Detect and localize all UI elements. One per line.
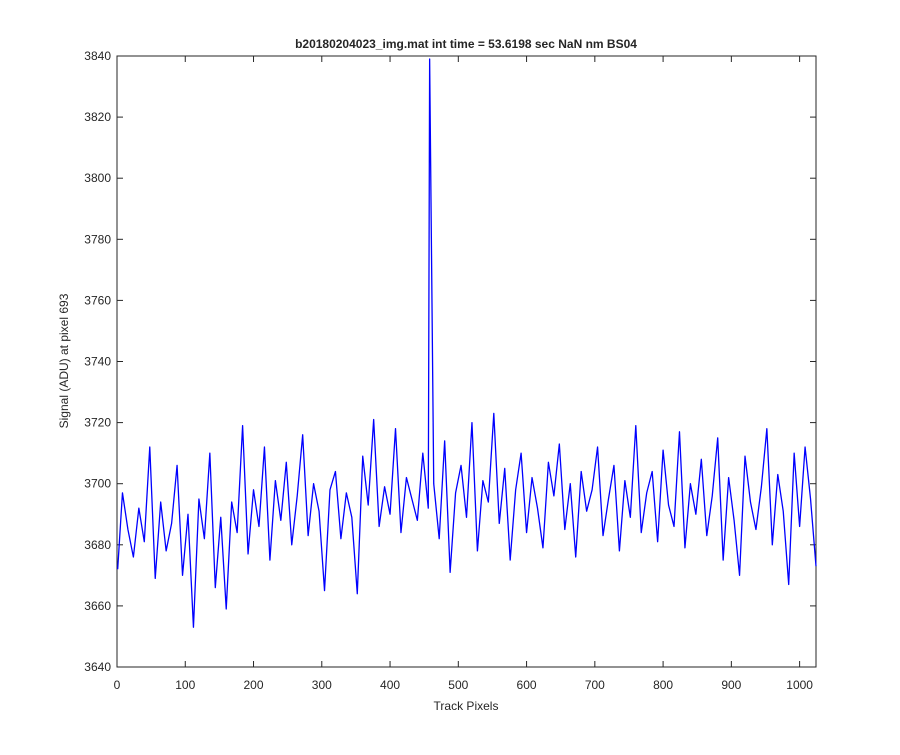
- y-tick-label: 3760: [84, 293, 111, 307]
- y-tick-label: 3680: [84, 538, 111, 552]
- x-tick-label: 400: [380, 678, 400, 692]
- y-tick-label: 3720: [84, 416, 111, 430]
- x-tick-label: 1000: [786, 678, 813, 692]
- axes-box: [116, 55, 817, 668]
- y-tick-label: 3780: [84, 232, 111, 246]
- x-tick-label: 700: [585, 678, 605, 692]
- x-tick-label: 100: [175, 678, 195, 692]
- y-tick-label: 3640: [84, 660, 111, 674]
- x-axis-label: Track Pixels: [434, 699, 499, 713]
- x-tick-label: 600: [517, 678, 537, 692]
- x-tick-label: 800: [653, 678, 673, 692]
- x-tick-label: 900: [721, 678, 741, 692]
- y-tick-label: 3660: [84, 599, 111, 613]
- chart-title: b20180204023_img.mat int time = 53.6198 …: [295, 37, 637, 51]
- x-tick-label: 0: [114, 678, 121, 692]
- x-tick-label: 200: [244, 678, 264, 692]
- y-tick-label: 3800: [84, 171, 111, 185]
- x-tick-label: 300: [312, 678, 332, 692]
- x-tick-label: 500: [448, 678, 468, 692]
- data-line: [117, 58, 817, 628]
- y-tick-label: 3840: [84, 49, 111, 63]
- y-tick-label: 3820: [84, 110, 111, 124]
- y-tick-label: 3700: [84, 477, 111, 491]
- y-tick-label: 3740: [84, 355, 111, 369]
- y-axis-label: Signal (ADU) at pixel 693: [57, 293, 71, 428]
